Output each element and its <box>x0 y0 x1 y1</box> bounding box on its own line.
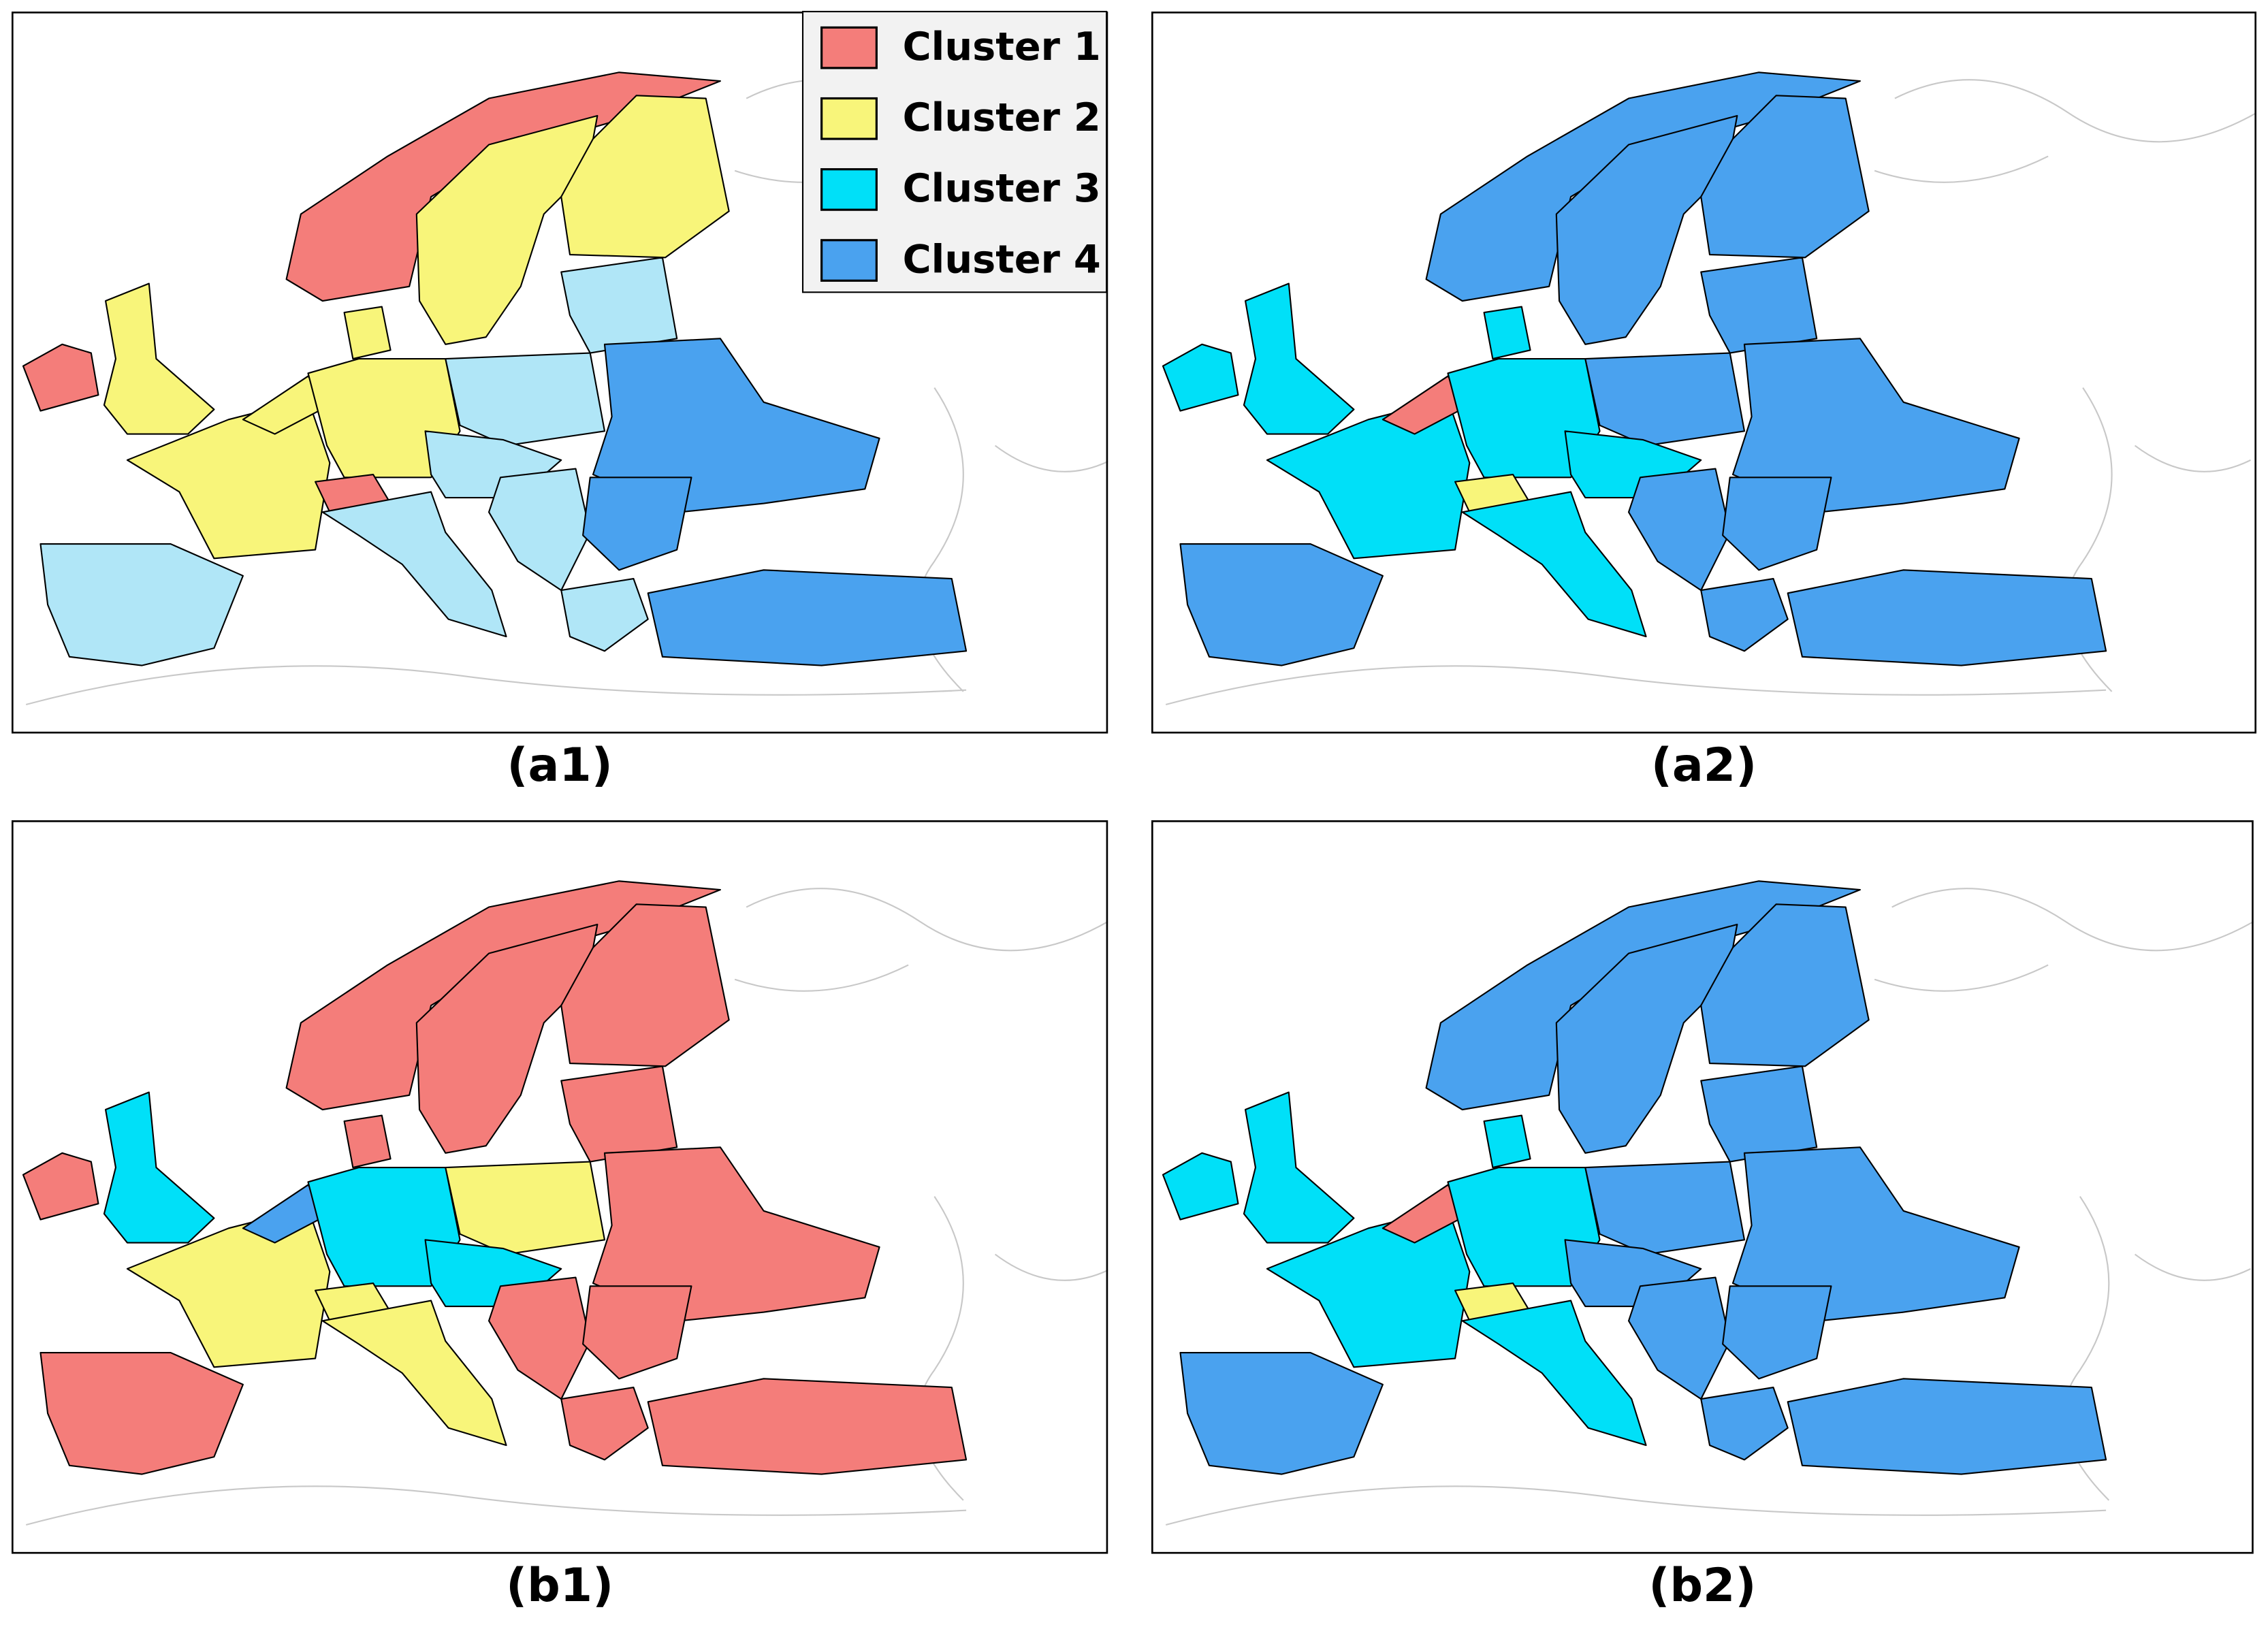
region <box>582 1285 692 1380</box>
region <box>445 352 606 447</box>
panel-frame <box>11 820 1108 1554</box>
region <box>1461 1300 1647 1447</box>
region <box>103 283 215 435</box>
region <box>1162 343 1239 412</box>
legend: Cluster 1 Cluster 2 Cluster 3 Cluster 4 <box>801 10 1108 293</box>
panel-frame <box>11 12 1108 734</box>
region <box>560 903 730 1067</box>
region <box>1584 352 1746 447</box>
bg-outline <box>1165 888 2254 1526</box>
region <box>1700 578 1789 652</box>
legend-label: Cluster 4 <box>903 236 1101 282</box>
region <box>1483 306 1531 360</box>
region <box>592 338 880 513</box>
panel-label: (a2) <box>1651 739 1757 792</box>
region <box>647 569 968 666</box>
region <box>343 306 392 360</box>
region <box>582 477 692 571</box>
region <box>1700 95 1870 259</box>
region <box>1162 1152 1239 1221</box>
region <box>126 1207 331 1368</box>
region <box>1555 923 1738 1154</box>
region <box>1722 1285 1832 1380</box>
region <box>1243 283 1355 435</box>
panel-label: (a1) <box>507 739 612 792</box>
map-panel <box>1151 820 2254 1554</box>
region <box>647 1378 968 1475</box>
region <box>39 543 244 666</box>
region <box>39 1352 244 1475</box>
region <box>445 1161 606 1255</box>
region <box>103 1091 215 1244</box>
region <box>1555 114 1738 345</box>
region <box>592 1146 880 1322</box>
panel-frame <box>1151 12 2257 734</box>
region <box>22 343 99 412</box>
region <box>1787 1378 2107 1475</box>
region <box>1266 398 1471 560</box>
legend-label: Cluster 2 <box>903 95 1101 140</box>
region <box>1731 338 2020 513</box>
region <box>1461 491 1647 638</box>
legend-swatch <box>820 26 878 69</box>
legend-swatch <box>820 239 878 282</box>
region <box>1584 1161 1746 1255</box>
region <box>1787 569 2107 666</box>
region <box>1179 543 1384 666</box>
region <box>415 114 598 345</box>
map-panel <box>11 820 1108 1554</box>
region <box>1700 903 1870 1067</box>
region <box>126 398 331 560</box>
region <box>415 923 598 1154</box>
legend-swatch <box>820 168 878 211</box>
panel-frame <box>1151 820 2254 1554</box>
region <box>560 95 730 259</box>
region <box>1243 1091 1355 1244</box>
region <box>343 1114 392 1169</box>
region <box>1179 1352 1384 1475</box>
region <box>1266 1207 1471 1368</box>
region <box>1483 1114 1531 1169</box>
panel-label: (b1) <box>506 1559 613 1613</box>
bg-outline <box>1165 79 2257 706</box>
region <box>560 578 649 652</box>
panel-label: (b2) <box>1648 1559 1756 1613</box>
legend-label: Cluster 3 <box>903 165 1101 211</box>
region <box>1722 477 1832 571</box>
region <box>321 1300 507 1447</box>
region <box>22 1152 99 1221</box>
region <box>321 491 507 638</box>
region <box>1700 1387 1789 1461</box>
region <box>560 1387 649 1461</box>
legend-label: Cluster 1 <box>903 24 1101 69</box>
legend-swatch <box>820 97 878 140</box>
bg-outline <box>25 888 1108 1526</box>
region <box>1731 1146 2020 1322</box>
map-panel <box>1151 12 2257 734</box>
